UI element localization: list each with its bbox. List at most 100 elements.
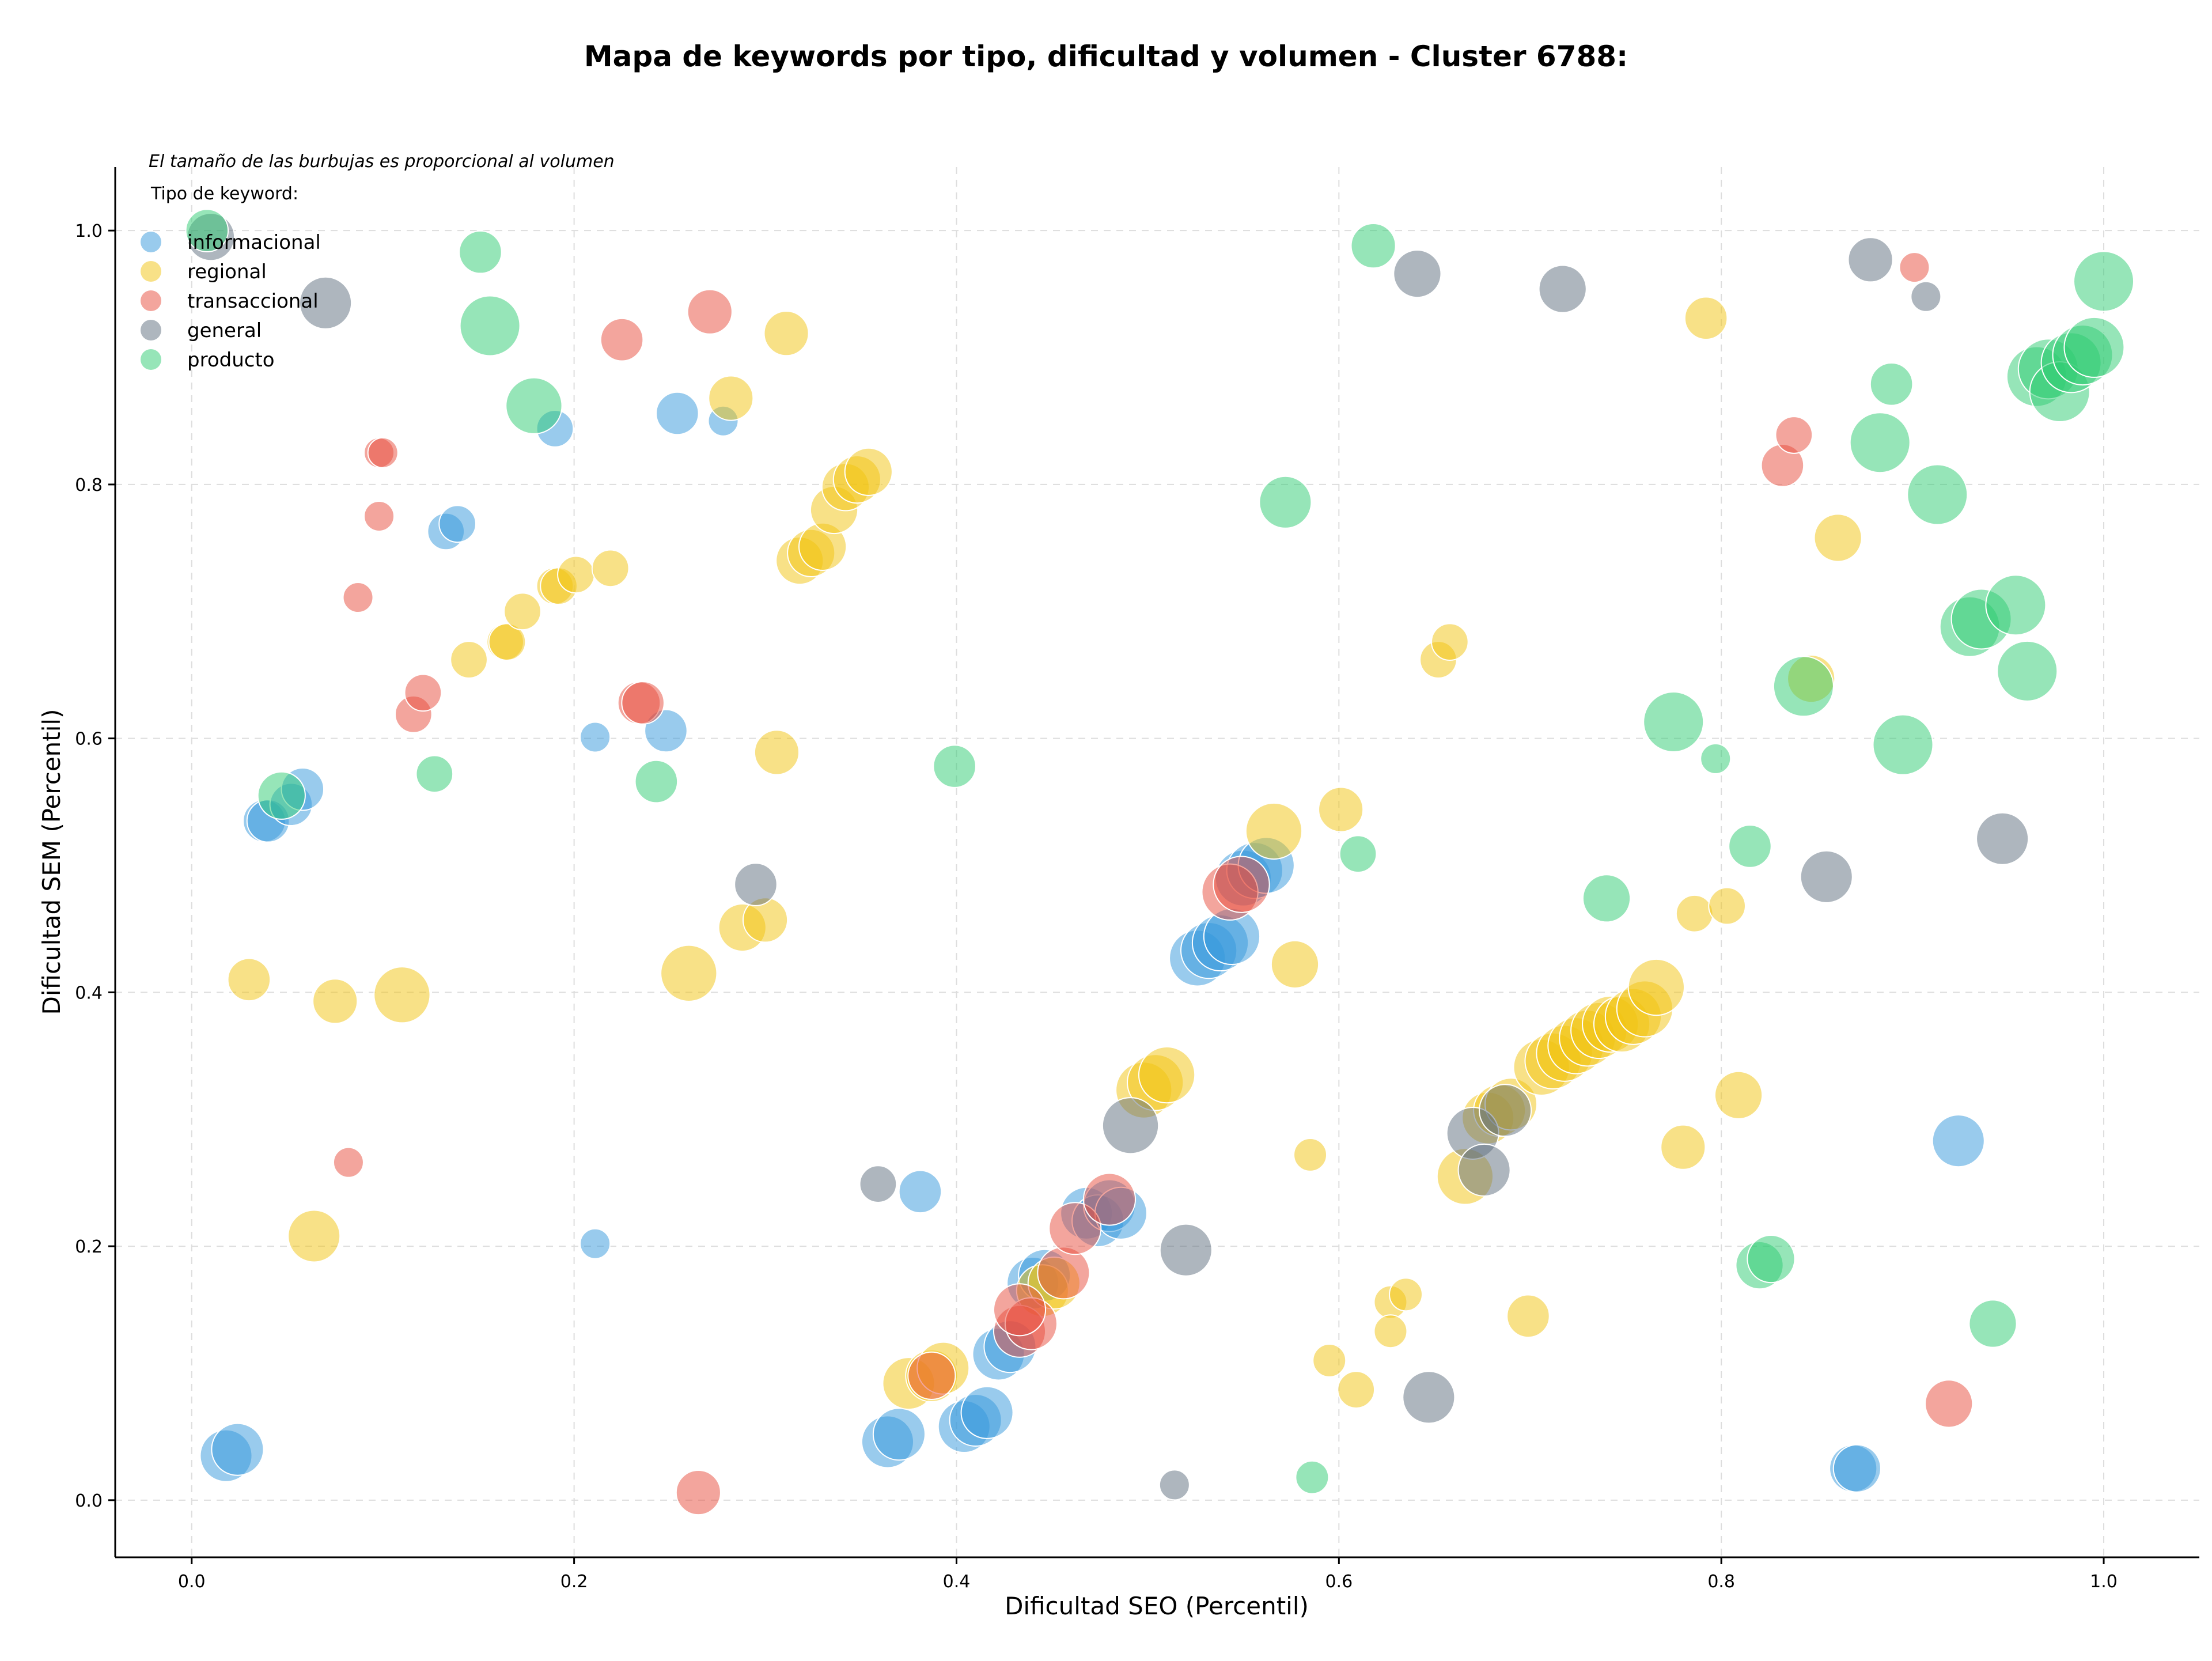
bubble-regional-43 [1431,623,1469,661]
bubble-producto-12 [1582,874,1631,923]
x-tick-label-0: 0.0 [178,1572,206,1592]
bubble-regional-10 [557,555,595,594]
bubble-transaccional-24 [1925,1379,1974,1428]
bubble-producto-6 [634,759,679,804]
x-axis-ticks: 0.0 0.2 0.4 0.6 0.8 1.0 [178,1557,2118,1592]
legend-label-general: general [187,319,262,342]
legend-marker-informacional [141,232,161,252]
legend-marker-producto [141,349,161,370]
bubble-producto-27 [1997,640,2058,702]
bubble-informacional-9 [579,721,611,753]
y-tick-label-4: 0.8 [75,475,103,495]
bubble-informacional-12 [656,391,699,436]
bubble-regional-34 [1270,940,1320,989]
bubble-producto-22 [1907,464,1968,525]
bubble-transaccional-18 [1082,1172,1137,1226]
bubble-regional-24 [844,447,893,496]
bubble-transaccional-10 [675,1470,721,1516]
bubble-regional-36 [1312,1343,1347,1378]
legend-marker-transaccional [141,290,161,311]
bubble-regional-59 [1627,958,1685,1016]
bubble-regional-16 [753,729,800,775]
bubble-general-3 [859,1165,897,1203]
bubble-informacional-10 [579,1228,611,1259]
bubble-regional-32 [1138,1046,1196,1104]
bubble-size-note: El tamaño de las burbujas es proporciona… [149,152,615,172]
grid-lines [115,167,2199,1557]
bubble-regional-62 [1684,296,1728,340]
bubble-regional-60 [1660,1124,1706,1170]
bubble-regional-12 [660,944,718,1002]
y-tick-label-1: 0.2 [75,1237,103,1257]
bubble-regional-38 [1337,1371,1376,1409]
x-tick-label-5: 1.0 [2090,1572,2118,1592]
bubble-producto-3 [459,230,502,274]
bubble-general-6 [1159,1223,1213,1277]
bubble-producto-7 [933,744,976,788]
bubble-producto-2 [415,755,454,793]
bubble-transaccional-23 [1899,252,1930,283]
bubble-transaccional-15 [993,1283,1047,1337]
series-informacional [199,391,1985,1493]
bubble-producto-9 [1295,1460,1330,1494]
bubble-general-13 [1800,850,1853,903]
bubble-producto-34 [2073,251,2135,312]
bubble-regional-41 [1389,1277,1423,1312]
bubble-producto-1 [257,771,306,820]
bubble-producto-8 [1259,475,1312,529]
bubble-informacional-16 [872,1408,926,1461]
legend: informacional regional transaccional genera… [141,231,321,372]
x-axis-label: Dificultad SEO (Percentil) [1005,1592,1309,1620]
bubble-regional-1 [287,1209,341,1263]
x-tick-label-2: 0.4 [943,1572,971,1592]
bubble-producto-19 [1849,412,1911,474]
bubble-producto-10 [1339,835,1377,873]
y-axis-ticks: 0.0 0.2 0.4 0.6 0.8 1.0 [75,221,115,1511]
bubble-general-2 [734,862,778,906]
bubble-transaccional-0 [332,1147,364,1178]
bubble-general-4 [1101,1097,1160,1155]
bubble-regional-61 [1675,894,1714,933]
bubble-producto-13 [1643,691,1705,752]
bubble-producto-5 [505,377,563,434]
bubble-producto-0 [185,209,229,252]
bubble-regional-7 [503,592,541,631]
bubble-producto-25 [1968,1299,2017,1348]
bubble-regional-63 [1708,887,1746,925]
bubble-transaccional-20 [1213,856,1270,913]
bubble-producto-26 [1985,574,2047,636]
bubble-general-1 [299,276,353,330]
y-tick-label-5: 1.0 [75,221,103,241]
bubble-informacional-14 [898,1170,942,1214]
series-regional [227,296,1862,1410]
bubble-regional-35 [1293,1137,1328,1172]
chart-title: Mapa de keywords por tipo, dificultad y … [584,40,1628,73]
bubble-general-10 [1457,1143,1511,1197]
bubble-transaccional-17 [1048,1202,1102,1255]
series-general [186,213,2029,1501]
bubble-producto-18 [1772,656,1834,717]
bubble-regional-3 [373,966,431,1024]
bubble-regional-0 [227,958,271,1002]
legend-label-producto: producto [187,349,275,372]
legend-marker-general [141,320,161,340]
bubble-regional-6 [488,623,527,661]
bubble-transaccional-12 [907,1351,956,1400]
bubble-general-8 [1402,1371,1456,1424]
bubble-informacional-7 [438,505,476,543]
legend-label-informacional: informacional [187,231,321,254]
legend-marker-regional [141,261,161,282]
bubble-regional-40 [1373,1314,1408,1349]
bubble-general-14 [1847,237,1893,283]
bubble-regional-11 [591,549,630,588]
bubble-informacional-1 [211,1422,264,1476]
legend-label-transaccional: transaccional [187,290,319,313]
bubble-regional-2 [312,978,358,1024]
bubble-regional-66 [1813,513,1862,562]
bubble-regional-15 [708,375,754,421]
bubble-transaccional-16 [1037,1246,1090,1300]
bubble-producto-20 [1869,362,1914,406]
bubble-transaccional-1 [342,582,374,614]
bubble-transaccional-22 [1775,416,1813,454]
